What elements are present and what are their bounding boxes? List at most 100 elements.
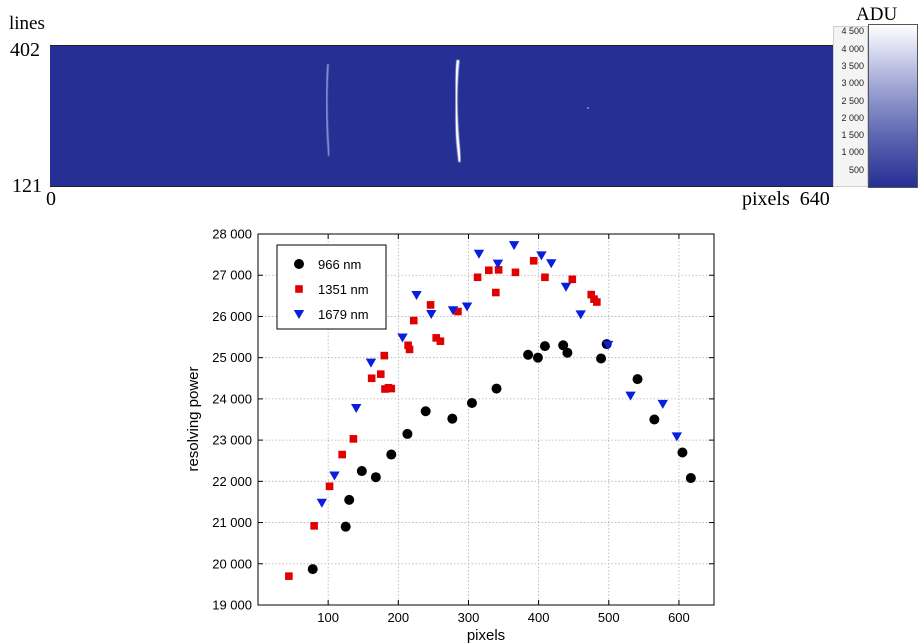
- x-tick-label: 100: [317, 610, 339, 625]
- data-point-1351-nm: [376, 370, 385, 378]
- y-tick-label: 21 000: [212, 515, 252, 530]
- data-point-966-nm: [685, 473, 696, 484]
- y-tick-label: 22 000: [212, 474, 252, 489]
- grid: [258, 234, 714, 605]
- y-axis-title-lines: lines: [9, 13, 45, 34]
- colorbar: [868, 24, 918, 188]
- data-point-966-nm: [420, 406, 431, 417]
- data-point-966-nm: [386, 449, 397, 460]
- legend-marker: [294, 259, 304, 269]
- colorbar-tick-label: 500: [848, 164, 864, 175]
- y-axis-min-label: 121: [12, 175, 42, 197]
- legend: 966 nm 1351 nm 1679 nm: [276, 244, 387, 330]
- data-point-966-nm: [466, 398, 477, 409]
- data-point-966-nm: [340, 521, 351, 532]
- data-point-1679-nm: [508, 241, 520, 251]
- data-point-966-nm: [539, 341, 550, 352]
- colorbar-tick-label: 2 000: [841, 112, 864, 123]
- legend-marker: [293, 310, 305, 319]
- data-point-1679-nm: [426, 309, 437, 319]
- y-tick-label: 23 000: [212, 433, 252, 448]
- colorbar-title: ADU: [856, 4, 898, 25]
- data-point-1351-nm: [310, 522, 318, 530]
- data-point-1679-nm: [671, 432, 683, 442]
- x-tick-label: 300: [458, 610, 480, 625]
- colorbar-tick-label: 1 000: [841, 147, 864, 158]
- y-axis-max-label: 402: [10, 39, 40, 61]
- data-point-1351-nm: [380, 351, 389, 360]
- data-point-1351-nm: [285, 572, 293, 580]
- data-point-966-nm: [491, 383, 502, 394]
- data-point-1679-nm: [657, 399, 668, 409]
- data-point-1351-nm: [404, 341, 412, 350]
- legend-label: 966 nm: [318, 257, 361, 272]
- x-tick-label: 400: [528, 610, 550, 625]
- data-point-966-nm: [370, 472, 381, 483]
- data-point-966-nm: [402, 428, 413, 439]
- legend-box: [276, 244, 387, 330]
- x-axis-title: pixels: [467, 627, 505, 644]
- colorbar-tick-label: 3 000: [841, 78, 864, 89]
- y-tick-label: 28 000: [212, 227, 252, 242]
- data-point-966-nm: [632, 374, 643, 385]
- data-point-1351-nm: [436, 337, 445, 345]
- x-tick-label: 500: [598, 610, 620, 625]
- data-point-1679-nm: [492, 259, 504, 269]
- data-point-1679-nm: [351, 403, 362, 413]
- data-point-1351-nm: [338, 450, 346, 459]
- data-point-1351-nm: [405, 345, 414, 354]
- data-point-1679-nm: [461, 302, 473, 312]
- x-axis-min-label: 0: [46, 188, 56, 210]
- data-point-966-nm: [532, 352, 543, 363]
- y-tick-label: 24 000: [212, 391, 252, 406]
- data-point-1351-nm: [529, 256, 538, 265]
- y-axis-title: resolving power: [185, 366, 202, 471]
- data-point-1351-nm: [349, 435, 358, 443]
- data-point-1679-nm: [329, 471, 340, 481]
- colorbar-tick-axis: 4 500 4 000 3 500 3 000 2 500 2 000 1 500 1 000…: [833, 26, 868, 187]
- spectral-line-bright: [454, 59, 462, 163]
- data-point-1351-nm: [511, 268, 520, 277]
- data-point-1679-nm: [473, 249, 485, 259]
- y-tick-label: 19 000: [212, 598, 252, 613]
- y-tick-label: 26 000: [212, 309, 252, 324]
- data-point-1351-nm: [454, 307, 462, 316]
- data-point-1351-nm: [593, 298, 601, 306]
- data-point-1679-nm: [365, 358, 377, 368]
- data-point-966-nm: [596, 353, 607, 364]
- colorbar-tick-label: 1 500: [841, 130, 864, 141]
- data-point-1679-nm: [546, 259, 557, 269]
- data-point-966-nm: [677, 447, 688, 458]
- x-tick-label: 600: [668, 610, 690, 625]
- colorbar-tick-label: 4 500: [841, 26, 864, 37]
- axis-ticks: 100 200 300 400 500 600 19 000 20 000 21 000 22 0…: [212, 227, 714, 625]
- legend-marker: [295, 285, 303, 293]
- data-point-1679-nm: [447, 306, 459, 316]
- data-point-1351-nm: [367, 374, 376, 383]
- data-point-1679-nm: [536, 251, 547, 261]
- data-point-1351-nm: [325, 482, 334, 491]
- data-point-1351-nm: [587, 290, 596, 299]
- data-point-966-nm: [356, 466, 367, 477]
- data-point-1679-nm: [560, 282, 572, 292]
- data-point-1679-nm: [397, 333, 408, 343]
- data-point-1351-nm: [568, 275, 577, 284]
- data-point-1679-nm: [602, 340, 614, 350]
- data-point-966-nm: [307, 564, 318, 575]
- detector-image: [50, 45, 833, 187]
- x-tick-label: 200: [387, 610, 409, 625]
- data-point-1679-nm: [316, 498, 328, 508]
- data-point-966-nm: [523, 349, 534, 360]
- hot-pixel: [587, 107, 589, 109]
- data-point-966-nm: [562, 347, 573, 358]
- data-point-1351-nm: [494, 266, 503, 274]
- data-point-1351-nm: [492, 288, 500, 297]
- x-axis-label-and-max: pixels 640: [742, 188, 830, 210]
- y-tick-label: 20 000: [212, 556, 252, 571]
- data-point-1351-nm: [473, 273, 482, 282]
- data-point-1351-nm: [541, 273, 549, 282]
- data-point-1351-nm: [387, 384, 396, 393]
- legend-label: 1679 nm: [318, 307, 369, 322]
- data-point-1351-nm: [485, 266, 493, 275]
